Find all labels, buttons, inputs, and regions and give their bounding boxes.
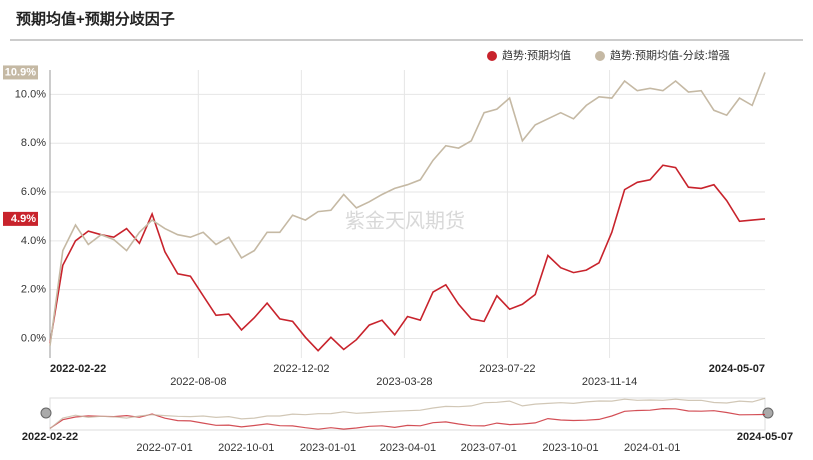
chart-title: 预期均值+预期分歧因子 [16,10,175,28]
slider-handle[interactable] [762,407,774,419]
end-label: 4.9% [11,213,36,225]
x-tick-label: 2022-12-02 [273,363,329,375]
line [49,72,766,346]
slider-tick-label: 2022-07-01 [136,442,192,454]
end-label-box [3,211,38,226]
x-tick-label: 2023-11-14 [582,376,637,388]
slider-tick-label: 2022-10-01 [218,442,274,454]
y-tick-label: 10.0% [15,88,46,100]
slider-handle[interactable] [40,407,52,419]
legend-marker [595,51,605,61]
y-tick-label: 4.0% [21,235,46,247]
watermark: 紫金天风期货 [345,209,465,232]
slider-line [49,397,766,430]
slider-tick-label: 2024-01-01 [624,442,680,454]
slider-tick-label: 2023-07-01 [461,442,517,454]
slider-tick-label: 2023-01-01 [300,442,356,454]
y-tick-label: 6.0% [21,186,46,198]
legend-label: 趋势:预期均值 [502,49,571,62]
y-tick-label: 0.0% [21,332,46,344]
slider-tick-label: 2022-02-22 [22,431,78,443]
y-tick-label: 8.0% [21,137,46,149]
end-label: 10.9% [5,66,36,78]
x-tick-label: 2022-08-08 [170,376,226,388]
end-label-box [3,65,38,80]
x-tick-label: 2022-02-22 [50,363,106,375]
line [49,164,766,352]
slider-line [49,407,766,430]
y-tick-label: 2.0% [21,284,46,296]
x-tick-label: 2023-07-22 [479,363,535,375]
legend-marker [487,51,497,61]
slider-tick-label: 2023-10-01 [542,442,598,454]
slider-tick-label: 2024-05-07 [737,431,793,443]
x-tick-label: 2023-03-28 [376,376,432,388]
legend-label: 趋势:预期均值-分歧:增强 [610,48,730,62]
x-tick-label: 2024-05-07 [709,363,765,375]
slider-tick-label: 2023-04-01 [380,442,436,454]
